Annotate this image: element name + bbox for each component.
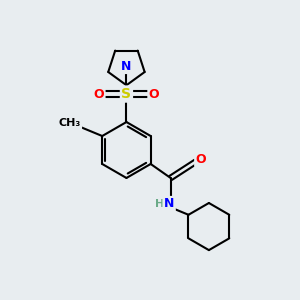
- Text: O: O: [94, 88, 104, 100]
- Text: O: O: [149, 88, 159, 100]
- Text: CH₃: CH₃: [58, 118, 81, 128]
- Text: N: N: [164, 197, 174, 210]
- Text: S: S: [122, 87, 131, 101]
- Text: N: N: [121, 60, 132, 73]
- Text: H: H: [155, 199, 164, 209]
- Text: O: O: [196, 153, 206, 166]
